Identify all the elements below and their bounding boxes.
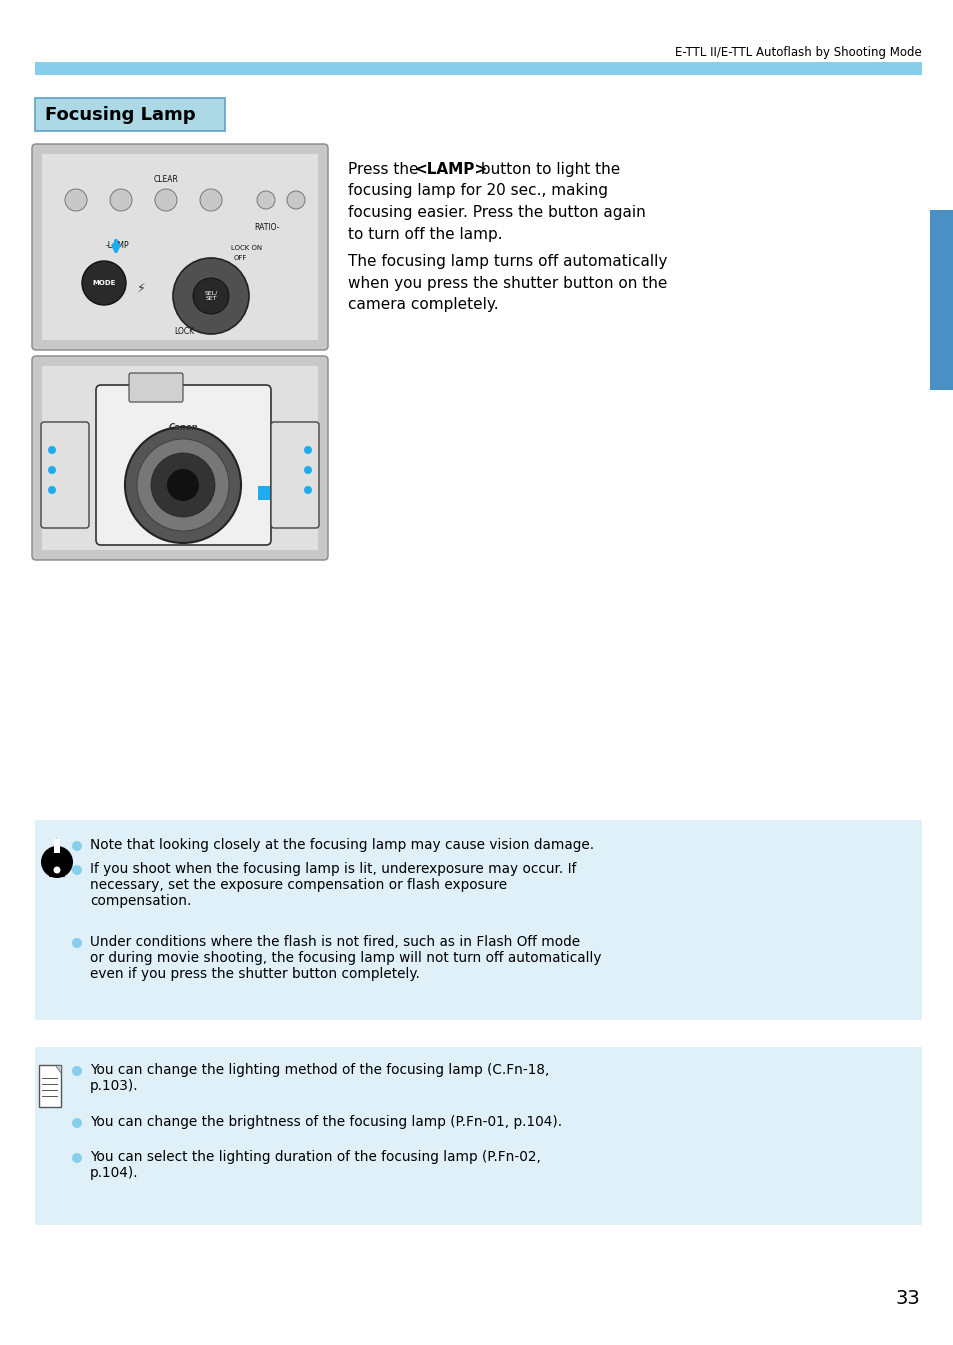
Circle shape	[137, 438, 229, 531]
Circle shape	[304, 486, 312, 494]
Text: OFF: OFF	[233, 256, 247, 261]
Circle shape	[65, 190, 87, 211]
FancyBboxPatch shape	[32, 356, 328, 560]
Bar	[257, 486, 270, 500]
FancyBboxPatch shape	[32, 144, 328, 350]
Bar	[35, 62, 921, 75]
Text: RATIO-: RATIO-	[253, 223, 279, 233]
Circle shape	[53, 866, 60, 873]
Text: Canon: Canon	[169, 424, 198, 433]
Circle shape	[71, 1067, 82, 1076]
FancyBboxPatch shape	[129, 373, 183, 402]
Text: LOCK ON: LOCK ON	[231, 245, 262, 252]
Text: You can change the brightness of the focusing lamp (P.Fn-01, p.104).: You can change the brightness of the foc…	[90, 1115, 561, 1128]
Bar	[42, 366, 317, 550]
Text: The focusing lamp turns off automatically: The focusing lamp turns off automaticall…	[348, 254, 667, 269]
Text: If you shoot when the focusing lamp is lit, underexposure may occur. If
necessar: If you shoot when the focusing lamp is l…	[90, 862, 576, 908]
Text: -LAMP: -LAMP	[106, 242, 130, 250]
Circle shape	[71, 865, 82, 876]
Text: Focusing Lamp: Focusing Lamp	[45, 105, 195, 124]
Bar	[39, 1065, 61, 1107]
Circle shape	[154, 190, 177, 211]
Circle shape	[125, 426, 241, 543]
Circle shape	[304, 447, 312, 455]
Bar	[35, 1046, 921, 1225]
Circle shape	[48, 465, 56, 473]
Bar	[35, 820, 921, 1020]
Text: focusing lamp for 20 sec., making: focusing lamp for 20 sec., making	[348, 183, 607, 199]
Circle shape	[167, 469, 199, 500]
Bar	[929, 210, 953, 390]
Circle shape	[287, 191, 305, 208]
Circle shape	[193, 278, 229, 313]
FancyBboxPatch shape	[96, 385, 271, 545]
FancyBboxPatch shape	[41, 422, 89, 529]
Text: SEL/
SET: SEL/ SET	[204, 291, 217, 301]
Text: Note that looking closely at the focusing lamp may cause vision damage.: Note that looking closely at the focusin…	[90, 838, 594, 851]
Text: ⚡: ⚡	[136, 281, 145, 295]
FancyBboxPatch shape	[271, 422, 318, 529]
Circle shape	[71, 1118, 82, 1128]
Text: E-TTL II/E-TTL Autoflash by Shooting Mode: E-TTL II/E-TTL Autoflash by Shooting Mod…	[675, 46, 921, 59]
Circle shape	[110, 190, 132, 211]
Circle shape	[48, 486, 56, 494]
Text: You can select the lighting duration of the focusing lamp (P.Fn-02,
p.104).: You can select the lighting duration of …	[90, 1150, 540, 1180]
Text: focusing easier. Press the button again: focusing easier. Press the button again	[348, 204, 645, 221]
Circle shape	[82, 261, 126, 305]
Circle shape	[71, 1153, 82, 1163]
Text: when you press the shutter button on the: when you press the shutter button on the	[348, 276, 667, 291]
Circle shape	[71, 841, 82, 851]
Circle shape	[48, 447, 56, 455]
Bar	[42, 153, 317, 340]
Text: <LAMP>: <LAMP>	[414, 161, 487, 178]
Text: CLEAR: CLEAR	[153, 175, 178, 184]
Bar	[35, 98, 225, 130]
Circle shape	[44, 849, 70, 876]
Bar	[54, 839, 60, 853]
Text: You can change the lighting method of the focusing lamp (C.Fn-18,
p.103).: You can change the lighting method of th…	[90, 1063, 549, 1093]
Text: MODE: MODE	[92, 280, 115, 286]
Text: LOCK: LOCK	[173, 327, 193, 335]
Circle shape	[151, 453, 214, 516]
Text: button to light the: button to light the	[476, 161, 619, 178]
Circle shape	[304, 465, 312, 473]
Text: 33: 33	[894, 1289, 919, 1307]
Text: camera completely.: camera completely.	[348, 297, 498, 312]
Circle shape	[71, 937, 82, 948]
Circle shape	[172, 258, 249, 334]
Text: Press the: Press the	[348, 161, 423, 178]
Circle shape	[41, 846, 73, 878]
Text: Under conditions where the flash is not fired, such as in Flash Off mode
or duri: Under conditions where the flash is not …	[90, 935, 601, 982]
FancyBboxPatch shape	[49, 865, 65, 877]
Circle shape	[256, 191, 274, 208]
Text: to turn off the lamp.: to turn off the lamp.	[348, 226, 502, 242]
Circle shape	[200, 190, 222, 211]
Polygon shape	[55, 1065, 61, 1073]
